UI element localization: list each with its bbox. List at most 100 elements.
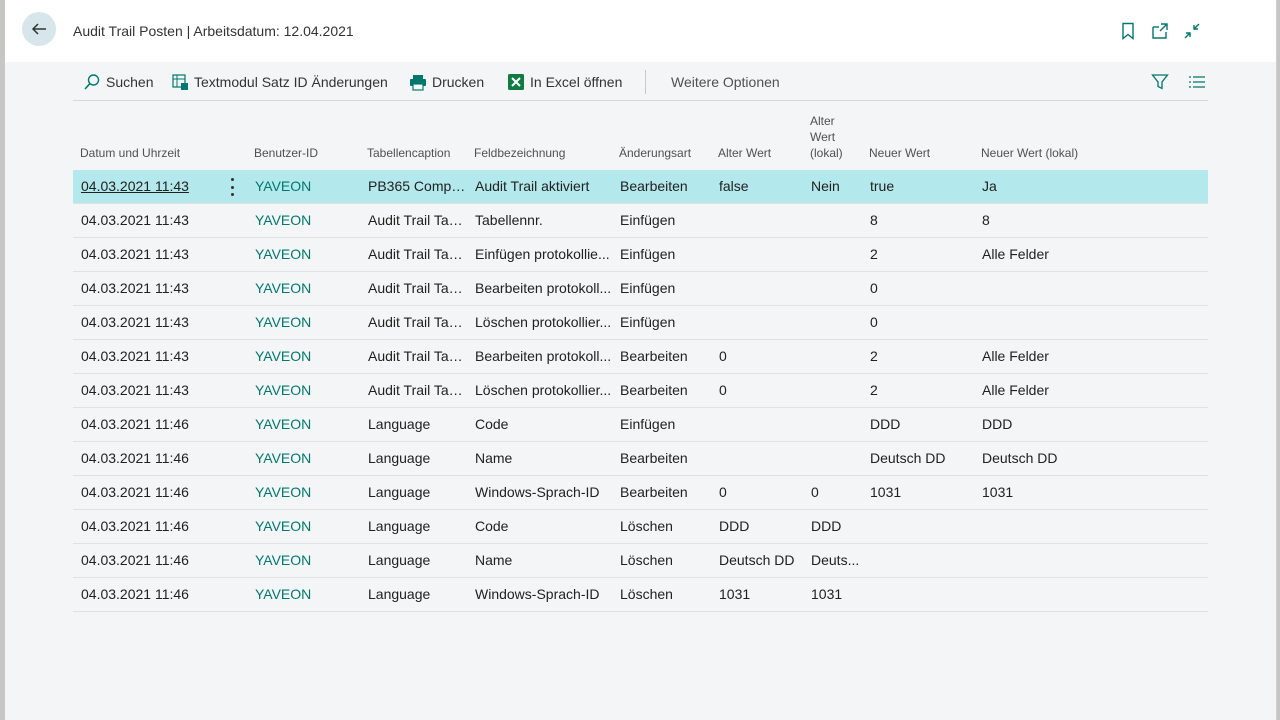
table-row[interactable]: 04.03.2021 11:46 YAVEON Language Name Lösche… xyxy=(73,544,1208,578)
cell-user[interactable]: YAVEON xyxy=(255,382,312,398)
cell-user[interactable]: YAVEON xyxy=(255,178,312,194)
cell-date[interactable]: 04.03.2021 11:46 xyxy=(81,416,189,432)
cell-field: Tabellennr. xyxy=(475,212,543,228)
bookmark-button[interactable] xyxy=(1118,21,1138,41)
cell-new xyxy=(870,544,975,577)
cell-field: Audit Trail aktiviert xyxy=(475,178,590,194)
menu-dot xyxy=(230,178,234,181)
list-icon xyxy=(1189,76,1205,88)
cell-user[interactable]: YAVEON xyxy=(255,280,312,296)
collapse-icon xyxy=(1184,23,1200,39)
cell-date[interactable]: 04.03.2021 11:46 xyxy=(81,484,189,500)
cell-old-local xyxy=(811,204,861,237)
cell-old: 0 xyxy=(719,348,727,364)
cell-date[interactable]: 04.03.2021 11:46 xyxy=(81,518,189,534)
table-row[interactable]: 04.03.2021 11:43 YAVEON Audit Trail Tab...… xyxy=(73,340,1208,374)
column-header-table[interactable]: Tabellencaption xyxy=(367,146,451,160)
cell-table: Audit Trail Tab... xyxy=(368,348,468,364)
cell-date[interactable]: 04.03.2021 11:43 xyxy=(81,348,189,364)
cell-date[interactable]: 04.03.2021 11:46 xyxy=(81,450,189,466)
cell-date[interactable]: 04.03.2021 11:43 xyxy=(81,212,189,228)
cell-type: Einfügen xyxy=(620,212,676,228)
cell-field: Windows-Sprach-ID xyxy=(475,484,600,500)
cell-new-local: Alle Felder xyxy=(982,348,1049,364)
cell-new: Deutsch DD xyxy=(870,450,946,466)
cell-date[interactable]: 04.03.2021 11:43 xyxy=(81,280,189,296)
table-row[interactable]: 04.03.2021 11:43 YAVEON Audit Trail Tab...… xyxy=(73,374,1208,408)
open-in-excel-button[interactable]: In Excel öffnen xyxy=(507,72,622,92)
cell-new: 0 xyxy=(870,280,878,296)
cell-user[interactable]: YAVEON xyxy=(255,348,312,364)
printer-icon xyxy=(410,74,426,91)
cell-date[interactable]: 04.03.2021 11:43 xyxy=(81,178,189,194)
cell-old-local: 0 xyxy=(811,484,819,500)
search-icon xyxy=(84,74,100,90)
cell-user[interactable]: YAVEON xyxy=(255,212,312,228)
cell-old-local: 1031 xyxy=(811,586,843,602)
search-button[interactable]: Suchen xyxy=(83,72,153,92)
cell-new-local: 8 xyxy=(982,212,990,228)
table-row[interactable]: 04.03.2021 11:46 YAVEON Language Code Einfüg… xyxy=(73,408,1208,442)
cell-user[interactable]: YAVEON xyxy=(255,552,312,568)
cell-table: Language xyxy=(368,416,431,432)
cell-date[interactable]: 04.03.2021 11:46 xyxy=(81,586,189,602)
table-row[interactable]: 04.03.2021 11:46 YAVEON Language Code Lösche… xyxy=(73,510,1208,544)
table-row[interactable]: 04.03.2021 11:43 YAVEON Audit Trail Tab...… xyxy=(73,306,1208,340)
column-header-old-value-local[interactable]: Alter Wert (lokal) xyxy=(810,113,843,161)
row-more-actions-icon[interactable] xyxy=(225,178,239,196)
cell-date[interactable]: 04.03.2021 11:46 xyxy=(81,552,189,568)
filter-icon xyxy=(1151,74,1169,90)
column-header-old-value[interactable]: Alter Wert xyxy=(718,146,772,160)
column-header-field[interactable]: Feldbezeichnung xyxy=(474,146,566,160)
cell-old xyxy=(719,442,803,475)
cell-user[interactable]: YAVEON xyxy=(255,484,312,500)
column-header-date[interactable]: Datum und Uhrzeit xyxy=(80,146,181,160)
cell-user[interactable]: YAVEON xyxy=(255,450,312,466)
collapse-button[interactable] xyxy=(1182,21,1202,41)
list-view-button[interactable] xyxy=(1188,72,1211,92)
cell-old-local: Deuts... xyxy=(811,552,860,568)
open-new-window-button[interactable] xyxy=(1150,21,1170,41)
cell-field: Löschen protokollier... xyxy=(475,382,612,398)
textmodule-button[interactable]: Textmodul Satz ID Änderungen xyxy=(172,72,388,92)
cell-new-local: Deutsch DD xyxy=(982,450,1058,466)
cell-old: DDD xyxy=(719,518,750,534)
cell-date[interactable]: 04.03.2021 11:43 xyxy=(81,382,189,398)
cell-type: Löschen xyxy=(620,586,673,602)
table-row[interactable]: 04.03.2021 11:46 YAVEON Language Windows-Sp… xyxy=(73,578,1208,612)
cell-old: 0 xyxy=(719,484,727,500)
column-header-user[interactable]: Benutzer-ID xyxy=(254,146,319,160)
cell-old xyxy=(719,204,803,237)
cell-user[interactable]: YAVEON xyxy=(255,314,312,330)
cell-new: true xyxy=(870,178,895,194)
column-header-type[interactable]: Änderungsart xyxy=(619,146,692,160)
table-row[interactable]: 04.03.2021 11:46 YAVEON Language Windows-Sp… xyxy=(73,476,1208,510)
arrow-left-icon xyxy=(31,23,46,35)
print-button[interactable]: Drucken xyxy=(409,72,484,92)
cell-table: Audit Trail Tab... xyxy=(368,314,468,330)
more-options-button[interactable]: Weitere Optionen xyxy=(671,72,780,92)
cell-user[interactable]: YAVEON xyxy=(255,246,312,262)
back-button[interactable] xyxy=(22,12,56,46)
cell-user[interactable]: YAVEON xyxy=(255,586,312,602)
cell-date[interactable]: 04.03.2021 11:43 xyxy=(81,314,189,330)
action-bar: Suchen Textmodul Satz ID Änderungen Druc… xyxy=(73,62,1208,101)
cell-new: 8 xyxy=(870,212,878,228)
filter-button[interactable] xyxy=(1151,72,1174,92)
column-header-new-value[interactable]: Neuer Wert xyxy=(869,146,931,160)
table-row[interactable]: 04.03.2021 11:43 YAVEON Audit Trail Tab...… xyxy=(73,204,1208,238)
table-row[interactable]: 04.03.2021 11:43 YAVEON PB365 Compli... Aud… xyxy=(73,170,1208,204)
table-row[interactable]: 04.03.2021 11:46 YAVEON Language Name Bearbe… xyxy=(73,442,1208,476)
cell-table: PB365 Compli... xyxy=(368,178,468,194)
cell-new-local: 1031 xyxy=(982,484,1014,500)
table-row[interactable]: 04.03.2021 11:43 YAVEON Audit Trail Tab...… xyxy=(73,272,1208,306)
table-body: 04.03.2021 11:43 YAVEON PB365 Compli... Aud… xyxy=(73,170,1208,612)
cell-user[interactable]: YAVEON xyxy=(255,518,312,534)
column-header-new-value-local[interactable]: Neuer Wert (lokal) xyxy=(981,146,1079,160)
cell-date[interactable]: 04.03.2021 11:43 xyxy=(81,246,189,262)
cell-new-local xyxy=(982,272,1182,305)
cell-user[interactable]: YAVEON xyxy=(255,416,312,432)
cell-new-local: DDD xyxy=(982,416,1013,432)
bookmark-icon xyxy=(1122,22,1134,40)
table-row[interactable]: 04.03.2021 11:43 YAVEON Audit Trail Tab...… xyxy=(73,238,1208,272)
